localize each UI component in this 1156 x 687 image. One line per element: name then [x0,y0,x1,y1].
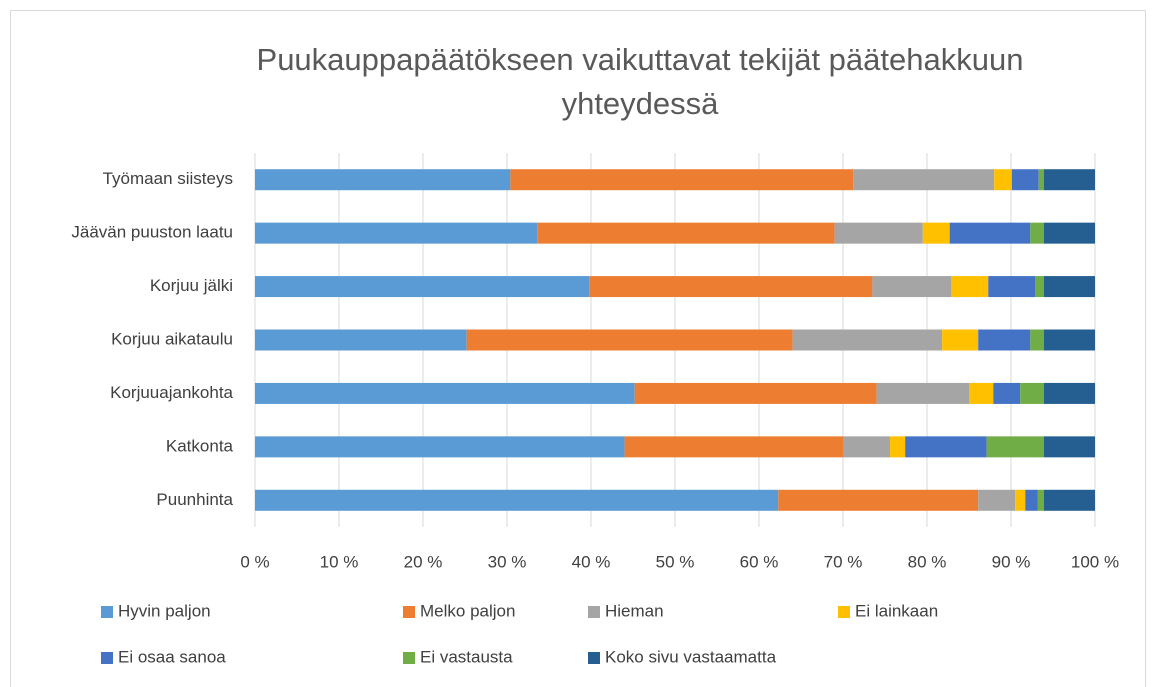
bar-segment [905,436,987,458]
bar-segment [986,436,1044,458]
bar-segment [255,436,625,458]
bar-segment [255,169,511,191]
legend-swatch [588,652,600,664]
bar-segment [1038,169,1044,191]
bar-segment [1020,382,1044,404]
bar-segment [1037,489,1044,511]
legend-label: Hieman [605,601,664,620]
bar-segment [589,276,873,298]
bar-segment [978,489,1016,511]
bar-segment [988,276,1036,298]
x-tick-label: 80 % [908,552,947,571]
bar-segment [1030,222,1044,244]
bar-segment [1043,436,1095,458]
y-tick-label: Korjuu aikataulu [111,329,233,348]
bar-segment [792,329,943,351]
bar-segment [951,276,989,298]
x-tick-label: 100 % [1071,552,1119,571]
bar-segment [255,329,467,351]
bar-segment [993,382,1021,404]
bar-segment [1043,382,1095,404]
bar-segment [969,382,994,404]
bar-segment [994,169,1012,191]
bar-segment [942,329,979,351]
chart-title: Puukauppapäätökseen vaikuttavat tekijät … [256,42,1024,121]
bar-segment [510,169,854,191]
x-tick-label: 40 % [572,552,611,571]
legend-swatch [403,606,415,618]
bar-segment [949,222,1031,244]
x-tick-label: 60 % [740,552,779,571]
y-tick-label: Puunhinta [156,490,233,509]
legend-swatch [838,606,850,618]
bar-segment [255,276,590,298]
bar-segment [876,382,969,404]
bar-segment [255,489,779,511]
bar-segment [466,329,793,351]
x-tick-label: 0 % [240,552,269,571]
x-tick-label: 10 % [320,552,359,571]
y-tick-label: Korjuu jälki [150,276,233,295]
x-tick-label: 30 % [488,552,527,571]
legend-label: Hyvin paljon [118,601,211,620]
legend-label: Koko sivu vastaamatta [605,647,777,666]
bar-segment [1043,329,1095,351]
x-tick-label: 70 % [824,552,863,571]
x-tick-label: 90 % [992,552,1031,571]
x-tick-label: 50 % [656,552,695,571]
bar-segment [1043,222,1095,244]
bar-segment [778,489,979,511]
y-tick-label: Korjuuajankohta [110,383,233,402]
bar-segment [1043,169,1095,191]
legend-label: Ei vastausta [420,647,513,666]
bar-segment [872,276,952,298]
legend-swatch [101,606,113,618]
legend-swatch [101,652,113,664]
bar-segment [843,436,891,458]
bar-segment [1030,329,1044,351]
bar-segment [890,436,906,458]
bar-segment [255,382,635,404]
y-tick-label: Katkonta [166,436,234,455]
bar-segment [634,382,877,404]
y-tick-label: Työmaan siisteys [103,169,233,188]
legend-label: Ei lainkaan [855,601,938,620]
y-tick-label: Jäävän puuston laatu [71,223,233,242]
bar-segment [1043,276,1095,298]
legend-swatch [403,652,415,664]
legend-label: Ei osaa sanoa [118,647,226,666]
bar-segment [834,222,923,244]
bar-segment [1035,276,1044,298]
bar-segment [853,169,995,191]
bar-segment [1025,489,1038,511]
bar-segment [255,222,538,244]
bar-segment [624,436,844,458]
bar-segment [1043,489,1095,511]
bar-segment [978,329,1031,351]
chart-border [10,10,1146,687]
bar-segment [922,222,950,244]
legend-swatch [588,606,600,618]
bar-segment [1011,169,1039,191]
legend-label: Melko paljon [420,601,515,620]
bar-segment [537,222,835,244]
bar-segment [1015,489,1026,511]
x-tick-label: 20 % [404,552,443,571]
